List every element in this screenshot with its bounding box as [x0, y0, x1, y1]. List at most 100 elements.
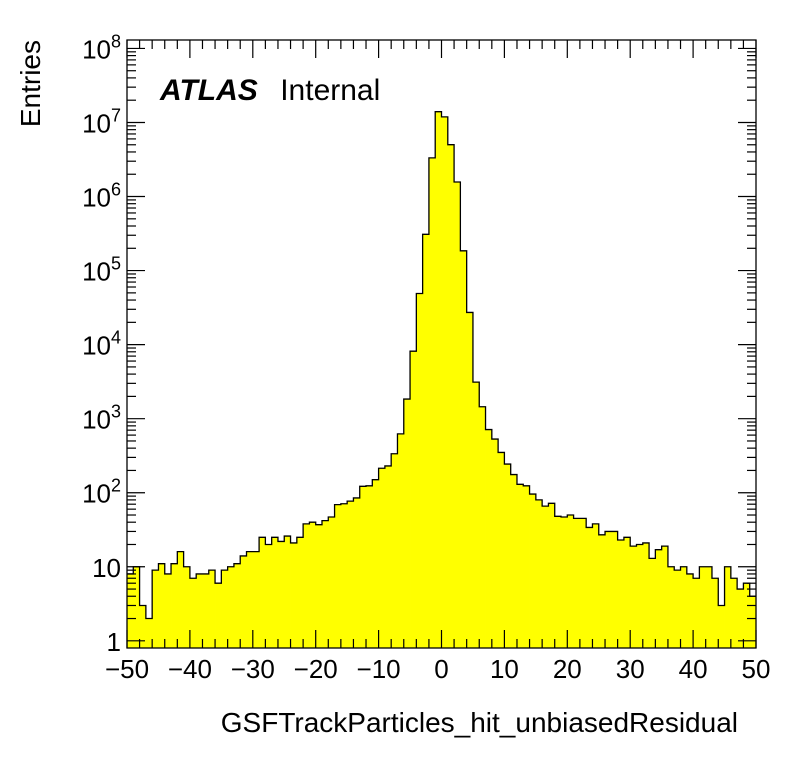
- histogram-bin: [133, 566, 140, 648]
- histogram-bin: [152, 570, 159, 648]
- histogram-bin: [164, 573, 172, 648]
- histogram-bin: [347, 501, 354, 648]
- histogram-bin: [454, 182, 461, 648]
- histogram-bin: [277, 541, 285, 648]
- histogram-bin: [215, 583, 222, 648]
- histogram-bin: [447, 144, 455, 648]
- histogram-bin: [605, 531, 612, 648]
- histogram-bin: [309, 522, 317, 648]
- y-tick-labels: 1 10 102 103 104 105 106 107 108: [82, 31, 121, 656]
- histogram-bin: [416, 293, 424, 648]
- histogram-bin: [353, 497, 361, 648]
- x-tick-label: 40: [679, 654, 708, 684]
- histogram-bin: [397, 433, 405, 648]
- histogram-bin: [655, 549, 663, 648]
- histogram-bin: [491, 439, 499, 648]
- histogram-bin: [711, 578, 719, 648]
- histogram-bin: [548, 503, 556, 648]
- histogram-bin: [208, 570, 216, 648]
- histogram-bin: [586, 527, 593, 648]
- x-tick-label: −50: [105, 654, 149, 684]
- histogram-bin: [686, 573, 694, 648]
- histogram-bin: [290, 542, 298, 648]
- histogram-bin: [227, 566, 235, 648]
- histogram-bin: [510, 474, 518, 648]
- histogram-bin: [630, 546, 637, 648]
- histogram-bin: [693, 578, 700, 648]
- histogram-bin: [189, 578, 197, 648]
- x-tick-label: −20: [294, 654, 338, 684]
- x-tick-label: −10: [357, 654, 401, 684]
- histogram-bin: [466, 312, 474, 648]
- histogram-bin: [196, 573, 203, 648]
- histogram-outline: [127, 111, 756, 620]
- x-tick-label: −40: [168, 654, 212, 684]
- histogram-bin: [523, 485, 530, 648]
- histogram-bin: [139, 605, 147, 648]
- histogram-bin: [542, 506, 549, 648]
- histogram-bin: [158, 563, 166, 648]
- histogram-bin: [391, 453, 398, 648]
- histogram-bin: [623, 537, 631, 648]
- histogram-bin: [403, 399, 411, 648]
- y-tick-label: 108: [82, 31, 121, 64]
- histogram-bin: [366, 485, 373, 648]
- histogram-bin: [498, 452, 505, 648]
- x-tick-labels: −50 −40 −30 −20 −10 0 10 20 30 40 50: [105, 654, 771, 684]
- y-tick-label: 104: [82, 328, 121, 361]
- histogram-bin: [642, 542, 650, 648]
- atlas-label: ATLAS Internal: [159, 74, 380, 107]
- histogram-bin: [516, 484, 524, 648]
- histogram-bin: [535, 499, 543, 648]
- histogram-bin: [321, 520, 329, 648]
- histogram-bin: [435, 111, 442, 649]
- atlas-label-bold: ATLAS: [159, 74, 258, 107]
- histogram-bin: [579, 518, 587, 648]
- histogram-bin: [680, 566, 688, 648]
- histogram-bin: [743, 583, 751, 648]
- histogram-bin: [598, 534, 606, 648]
- histogram-bin: [485, 429, 493, 648]
- histogram-bin: [661, 546, 669, 648]
- histogram-bin: [183, 566, 191, 648]
- histogram-bin: [705, 566, 713, 648]
- histogram-bin: [271, 537, 279, 648]
- histogram-bin: [145, 618, 153, 648]
- histogram-bin: [340, 503, 348, 648]
- histogram-bin: [724, 566, 732, 648]
- histogram-bin: [296, 537, 304, 648]
- histogram-bin: [240, 555, 247, 648]
- histogram-bin: [334, 504, 342, 648]
- x-tick-label: 30: [616, 654, 645, 684]
- histogram-bin: [611, 531, 619, 648]
- histogram-bin: [636, 544, 644, 648]
- histogram-bin: [221, 570, 229, 648]
- histogram-bin: [265, 544, 273, 648]
- histogram-bin: [730, 578, 738, 648]
- histogram-bin: [749, 596, 757, 648]
- y-tick-label: 106: [82, 180, 121, 213]
- histogram-bin: [252, 551, 260, 648]
- x-tick-label: 50: [742, 654, 771, 684]
- histogram-bin: [737, 589, 744, 648]
- histogram-bin: [177, 551, 185, 648]
- histogram-bin: [567, 515, 574, 648]
- histogram-bin: [315, 524, 323, 648]
- histogram-bin: [259, 537, 266, 648]
- histogram-bin: [328, 517, 335, 648]
- histogram-bin: [422, 234, 430, 648]
- histogram-bin: [127, 573, 134, 648]
- y-tick-label: 102: [82, 476, 121, 509]
- x-tick-label: −30: [231, 654, 275, 684]
- y-axis-title: Entries: [15, 40, 46, 127]
- axis-ticks: [126, 40, 757, 648]
- histogram-bin: [472, 382, 480, 648]
- histogram-bin: [202, 573, 210, 648]
- histogram-bin: [378, 468, 386, 648]
- histogram-bin: [667, 566, 675, 648]
- histogram-bin: [171, 563, 178, 648]
- atlas-label-internal: Internal: [280, 74, 380, 107]
- x-tick-label: 0: [434, 654, 448, 684]
- histogram-bin: [372, 479, 379, 648]
